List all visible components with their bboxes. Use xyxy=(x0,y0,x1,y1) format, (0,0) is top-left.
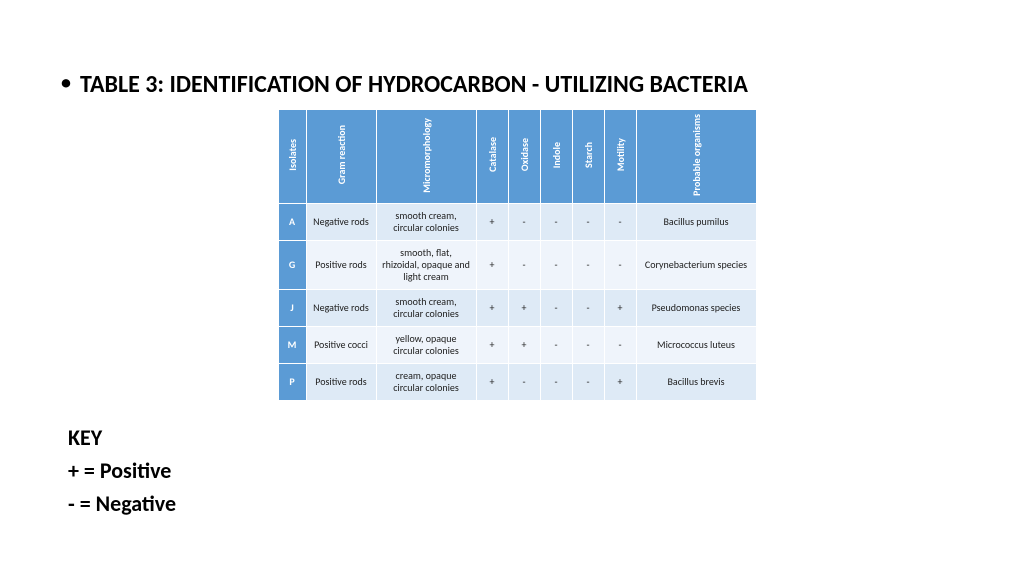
cell-micro: smooth, flat, rhizoidal, opaque and ligh… xyxy=(376,240,476,289)
bacteria-table: Isolates Gram reaction Micromorphology C… xyxy=(278,109,757,401)
table-row: P Positive rods cream, opaque circular c… xyxy=(278,363,756,400)
cell-id: A xyxy=(278,203,306,240)
cell-motility: - xyxy=(604,326,636,363)
cell-micro: cream, opaque circular colonies xyxy=(376,363,476,400)
bullet: • xyxy=(60,71,72,95)
cell-oxidase: - xyxy=(508,363,540,400)
cell-id: M xyxy=(278,326,306,363)
cell-motility: + xyxy=(604,289,636,326)
cell-indole: - xyxy=(540,363,572,400)
table-row: G Positive rods smooth, flat, rhizoidal,… xyxy=(278,240,756,289)
cell-catalase: + xyxy=(476,203,508,240)
title-row: • TABLE 3: IDENTIFICATION OF HYDROCARBON… xyxy=(60,70,974,99)
cell-catalase: + xyxy=(476,240,508,289)
cell-prob: Micrococcus luteus xyxy=(636,326,756,363)
cell-gram: Negative rods xyxy=(306,203,376,240)
table-row: J Negative rods smooth cream, circular c… xyxy=(278,289,756,326)
cell-motility: - xyxy=(604,203,636,240)
cell-prob: Pseudomonas species xyxy=(636,289,756,326)
cell-catalase: + xyxy=(476,363,508,400)
key-negative: - = Negative xyxy=(68,487,974,520)
cell-oxidase: + xyxy=(508,326,540,363)
col-motility: Motility xyxy=(604,110,636,204)
col-gram: Gram reaction xyxy=(306,110,376,204)
table-container: Isolates Gram reaction Micromorphology C… xyxy=(60,109,974,401)
col-isolates: Isolates xyxy=(278,110,306,204)
cell-gram: Positive rods xyxy=(306,240,376,289)
cell-starch: - xyxy=(572,289,604,326)
cell-indole: - xyxy=(540,240,572,289)
header-row: Isolates Gram reaction Micromorphology C… xyxy=(278,110,756,204)
table-body: A Negative rods smooth cream, circular c… xyxy=(278,203,756,400)
cell-indole: - xyxy=(540,326,572,363)
cell-micro: smooth cream, circular colonies xyxy=(376,203,476,240)
col-oxidase: Oxidase xyxy=(508,110,540,204)
cell-oxidase: - xyxy=(508,203,540,240)
table-row: M Positive cocci yellow, opaque circular… xyxy=(278,326,756,363)
cell-starch: - xyxy=(572,203,604,240)
key-positive: + = Positive xyxy=(68,454,974,487)
cell-prob: Bacillus brevis xyxy=(636,363,756,400)
col-indole: Indole xyxy=(540,110,572,204)
col-starch: Starch xyxy=(572,110,604,204)
cell-catalase: + xyxy=(476,289,508,326)
cell-gram: Negative rods xyxy=(306,289,376,326)
key-block: KEY + = Positive - = Negative xyxy=(60,421,974,520)
cell-starch: - xyxy=(572,326,604,363)
table-row: A Negative rods smooth cream, circular c… xyxy=(278,203,756,240)
cell-id: P xyxy=(278,363,306,400)
cell-starch: - xyxy=(572,363,604,400)
col-probable: Probable organisms xyxy=(636,110,756,204)
cell-indole: - xyxy=(540,203,572,240)
cell-micro: yellow, opaque circular colonies xyxy=(376,326,476,363)
cell-prob: Bacillus pumilus xyxy=(636,203,756,240)
cell-motility: - xyxy=(604,240,636,289)
page-title: TABLE 3: IDENTIFICATION OF HYDROCARBON -… xyxy=(80,70,748,99)
cell-starch: - xyxy=(572,240,604,289)
col-catalase: Catalase xyxy=(476,110,508,204)
cell-gram: Positive cocci xyxy=(306,326,376,363)
cell-catalase: + xyxy=(476,326,508,363)
cell-id: G xyxy=(278,240,306,289)
cell-oxidase: + xyxy=(508,289,540,326)
cell-micro: smooth cream, circular colonies xyxy=(376,289,476,326)
cell-motility: + xyxy=(604,363,636,400)
cell-id: J xyxy=(278,289,306,326)
cell-oxidase: - xyxy=(508,240,540,289)
cell-indole: - xyxy=(540,289,572,326)
key-heading: KEY xyxy=(68,421,974,454)
cell-prob: Corynebacterium species xyxy=(636,240,756,289)
col-micromorphology: Micromorphology xyxy=(376,110,476,204)
cell-gram: Positive rods xyxy=(306,363,376,400)
